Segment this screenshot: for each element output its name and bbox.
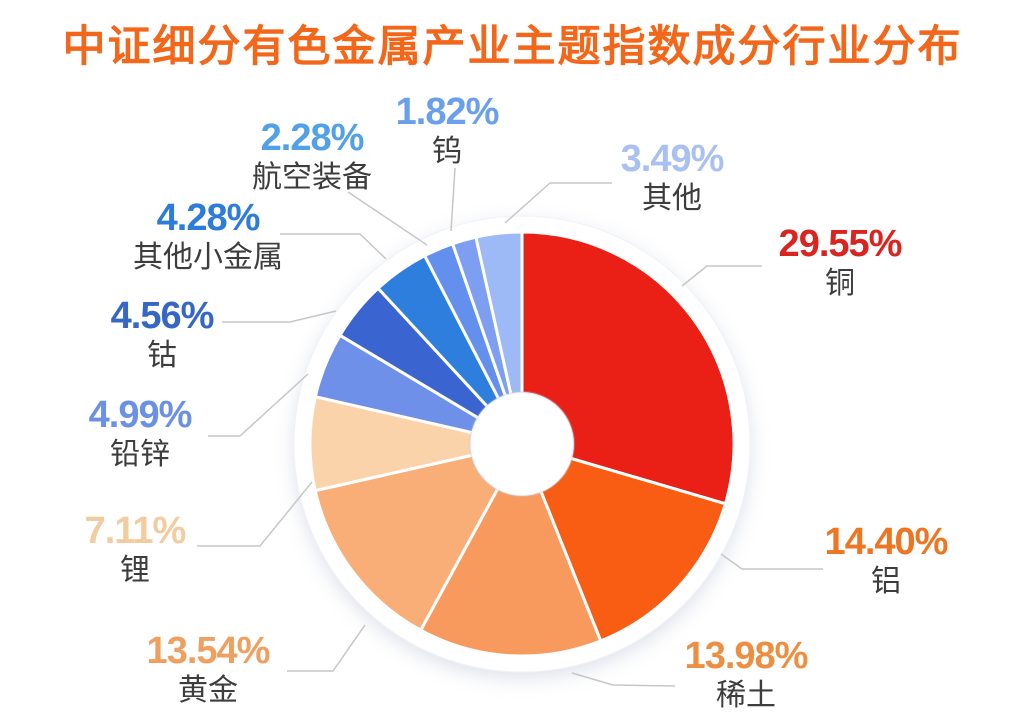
pie-slices — [308, 230, 736, 658]
pie-slice-gold — [313, 442, 524, 632]
leader-line-other-minor-metals — [280, 233, 387, 260]
donut-hole-circle — [469, 391, 575, 497]
leader-line-tungsten — [450, 167, 456, 232]
pie-slice-rare-earth — [419, 442, 603, 658]
pie-slice-copper — [520, 230, 736, 506]
leader-line-lithium — [197, 481, 313, 547]
pie-slice-aluminum — [520, 442, 727, 643]
chart-title: 中证细分有色金属产业主题指数成分行业分布 — [62, 23, 963, 71]
leader-line-rare-earth — [571, 672, 676, 687]
leader-line-other — [504, 182, 612, 224]
leader-line-aviation-equipment — [347, 191, 428, 246]
leader-line-lead-zinc — [208, 373, 309, 437]
leader-line-cobalt — [222, 310, 337, 323]
leader-line-gold — [287, 624, 366, 672]
donut-hole — [469, 391, 575, 497]
leader-line-copper — [681, 265, 762, 287]
pie-slice-other — [474, 230, 524, 446]
leader-lines — [197, 167, 823, 687]
leader-line-aluminum — [720, 553, 823, 570]
